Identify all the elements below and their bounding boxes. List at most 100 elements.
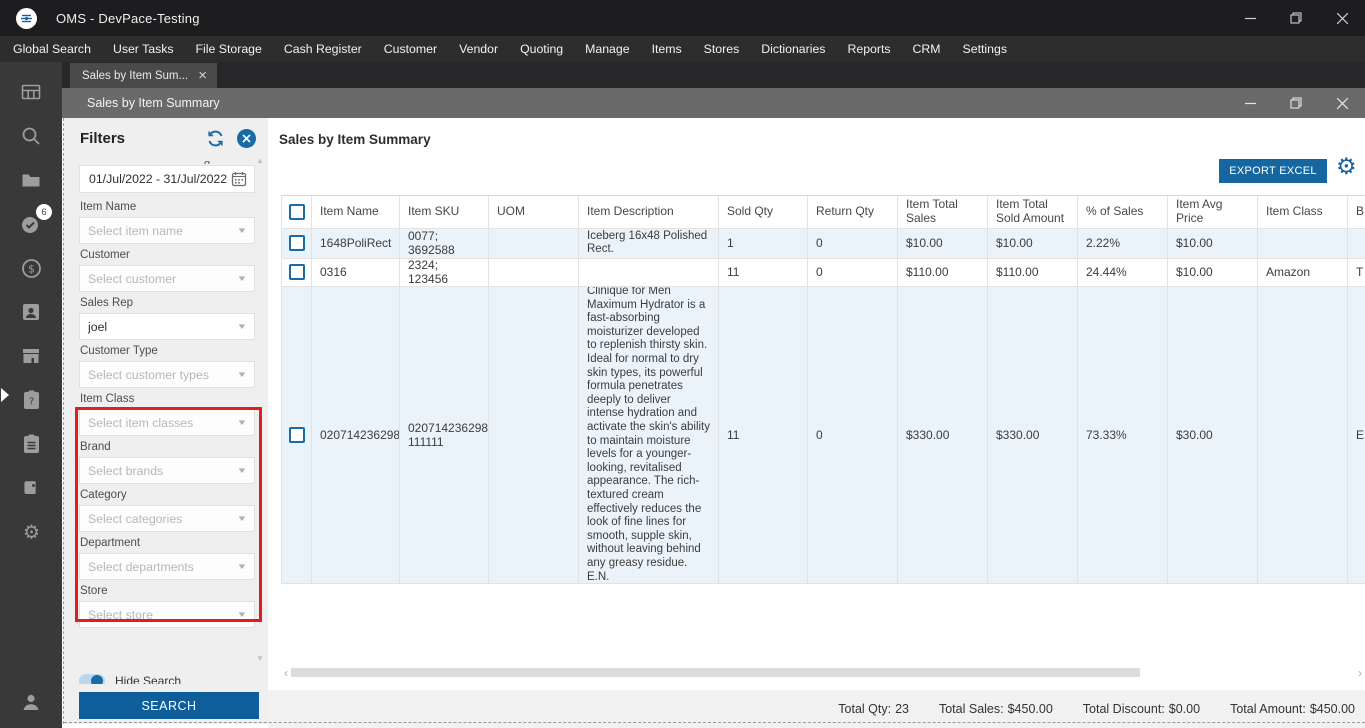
finance-dollar-icon[interactable]: $ [9, 246, 53, 290]
filter-select-item-class[interactable]: Select item classes ▼ [79, 409, 255, 436]
filter-select-sales-rep[interactable]: joel ▼ [79, 313, 255, 340]
folder-icon[interactable] [9, 158, 53, 202]
row-checkbox[interactable] [288, 426, 305, 443]
filter-label-sales-rep: Sales Rep [80, 297, 134, 309]
column-header-10[interactable]: Item Class [1258, 196, 1348, 229]
dashed-divider-bottom [64, 722, 1365, 723]
filter-select-brand[interactable]: Select brands ▼ [79, 457, 255, 484]
menu-item-user-tasks[interactable]: User Tasks [112, 42, 174, 56]
calendar-icon[interactable] [231, 171, 247, 187]
column-header-7[interactable]: Item Total Sold Amount [988, 196, 1078, 229]
report-settings-gear-icon[interactable]: ⚙ [1336, 153, 1357, 179]
window-minimize-button[interactable] [1227, 0, 1273, 36]
filter-value-customer: Select customer [88, 271, 177, 286]
column-header-0[interactable]: Item Name [312, 196, 400, 229]
menu-item-crm[interactable]: CRM [912, 42, 941, 56]
dashboard-icon[interactable] [9, 70, 53, 114]
search-icon[interactable] [9, 114, 53, 158]
filter-select-department[interactable]: Select departments ▼ [79, 553, 255, 580]
tab-sales-by-item-summary[interactable]: Sales by Item Sum... × [70, 63, 217, 88]
filter-label-category: Category [80, 489, 127, 501]
inner-close-button[interactable] [1319, 88, 1365, 118]
total-total-sales: Total Sales: $450.00 [938, 702, 1053, 716]
toggle-switch-icon[interactable] [79, 674, 105, 684]
chevron-down-icon: ▼ [236, 274, 248, 283]
scrollbar-thumb[interactable] [291, 668, 1140, 677]
filter-select-store[interactable]: Select store ▼ [79, 601, 255, 628]
tasks-check-icon[interactable]: 6 [9, 202, 53, 246]
settings-gear-icon[interactable]: ⚙ [9, 510, 53, 554]
column-header-1[interactable]: Item SKU [400, 196, 489, 229]
column-header-9[interactable]: Item Avg Price [1168, 196, 1258, 229]
menu-item-items[interactable]: Items [651, 42, 682, 56]
tab-close-icon[interactable]: × [198, 67, 207, 84]
scroll-left-icon[interactable]: ‹ [284, 665, 288, 680]
table-row[interactable]: 0316 2324; 123456 11 0 $110.00 $110.00 24.44% $… [281, 258, 1365, 287]
inner-restore-button[interactable] [1273, 88, 1319, 118]
chevron-down-icon: ▼ [236, 370, 248, 379]
storefront-icon[interactable] [9, 334, 53, 378]
filter-select-customer[interactable]: Select customer ▼ [79, 265, 255, 292]
filter-select-customer-type[interactable]: Select customer types ▼ [79, 361, 255, 388]
refresh-filters-icon[interactable] [206, 129, 225, 148]
clipboard-list-icon[interactable] [9, 422, 53, 466]
table-cell [579, 258, 719, 287]
search-button[interactable]: SEARCH [79, 692, 259, 719]
export-excel-button[interactable]: EXPORT EXCEL [1219, 159, 1327, 183]
contact-card-icon[interactable] [9, 290, 53, 334]
table-cell: 020714236298; 111111 [400, 286, 489, 584]
menu-item-dictionaries[interactable]: Dictionaries [761, 42, 826, 56]
clear-filters-icon[interactable] [237, 129, 256, 148]
column-header-4[interactable]: Sold Qty [719, 196, 808, 229]
total-total-discount: Total Discount: $0.00 [1082, 702, 1201, 716]
menu-item-stores[interactable]: Stores [703, 42, 740, 56]
select-all-checkbox[interactable] [288, 203, 305, 220]
svg-text:?: ? [28, 397, 33, 408]
column-header-6[interactable]: Item Total Sales [898, 196, 988, 229]
column-header-3[interactable]: Item Description [579, 196, 719, 229]
user-icon[interactable] [9, 680, 53, 724]
date-range-input[interactable]: 01/Jul/2022 - 31/Jul/2022 [79, 165, 255, 193]
table-cell: 11 [719, 286, 808, 584]
filter-value-item-name: Select item name [88, 223, 184, 238]
column-header-8[interactable]: % of Sales [1078, 196, 1168, 229]
column-header-2[interactable]: UOM [489, 196, 579, 229]
row-checkbox[interactable] [288, 264, 305, 281]
filters-scroll-up-icon[interactable]: ▲ [256, 156, 264, 165]
menu-item-file-storage[interactable]: File Storage [195, 42, 262, 56]
total-total-amount: Total Amount: $450.00 [1230, 702, 1355, 716]
main-menubar: Global Search User Tasks File Storage Cash … [0, 36, 1365, 62]
report-main-area: Sales by Item Summary EXPORT EXCEL ⚙ Ite… [268, 118, 1365, 728]
row-checkbox[interactable] [288, 235, 305, 252]
left-sidebar: 6 $? ⚙ [0, 62, 62, 728]
filter-select-category[interactable]: Select categories ▼ [79, 505, 255, 532]
horizontal-scrollbar[interactable]: ‹ › [281, 666, 1365, 679]
svg-text:⚙: ⚙ [22, 521, 39, 543]
clipboard-question-icon[interactable]: ? [9, 378, 53, 422]
menu-item-cash-register[interactable]: Cash Register [283, 42, 362, 56]
menu-item-quoting[interactable]: Quoting [520, 42, 564, 56]
panel-expander-arrow-icon[interactable] [1, 388, 9, 402]
tag-icon[interactable] [9, 466, 53, 510]
clipped-toggle-row[interactable]: Hide Search [79, 674, 259, 684]
menu-item-reports[interactable]: Reports [847, 42, 891, 56]
filters-panel: Filters ▲ ▼ g 01/Jul/2022 - 31/Jul/2022 … [64, 118, 268, 724]
window-restore-button[interactable] [1273, 0, 1319, 36]
table-cell: 2324; 123456 [400, 258, 489, 287]
table-row[interactable]: 020714236298 020714236298; 111111 Clinique… [281, 286, 1365, 584]
filters-scroll-down-icon[interactable]: ▼ [256, 654, 264, 663]
menu-item-manage[interactable]: Manage [585, 42, 630, 56]
table-cell: 1 [719, 228, 808, 259]
menu-item-customer[interactable]: Customer [383, 42, 438, 56]
menu-item-global-search[interactable]: Global Search [13, 42, 91, 56]
scroll-right-icon[interactable]: › [1358, 665, 1362, 680]
column-header-11[interactable]: B [1348, 196, 1365, 229]
filter-select-item-name[interactable]: Select item name ▼ [79, 217, 255, 244]
menu-item-settings[interactable]: Settings [962, 42, 1007, 56]
table-row[interactable]: 1648PoliRect 0077; 3692588 Iceberg 16x48 P… [281, 228, 1365, 259]
column-header-5[interactable]: Return Qty [808, 196, 898, 229]
window-close-button[interactable] [1319, 0, 1365, 36]
menu-item-vendor[interactable]: Vendor [459, 42, 499, 56]
inner-minimize-button[interactable] [1227, 88, 1273, 118]
total-total-qty: Total Qty: 23 [838, 702, 909, 716]
